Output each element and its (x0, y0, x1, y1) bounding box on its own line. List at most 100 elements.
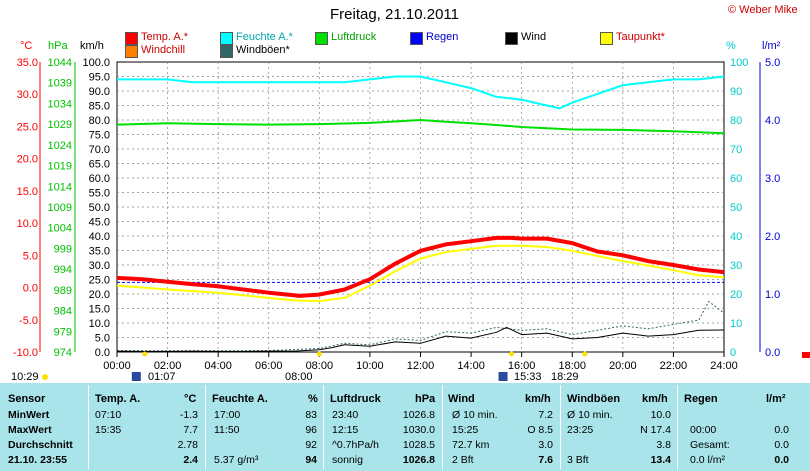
stats-cell-gust-v: 10.0 (650, 409, 671, 421)
wind-tick-label: 50.0 (89, 202, 110, 214)
stats-cell-wind-v: O 8.5 (527, 424, 553, 436)
wind-tick-label: 35.0 (89, 246, 110, 258)
marker-max-temp-time: 15:33 (514, 371, 542, 383)
stats-cell-gust-v: 3.8 (656, 439, 671, 451)
stats-header-humidity: Feuchte A. (212, 393, 268, 405)
stats-header-rain: Regen (684, 393, 718, 405)
x-tick-label: 02:00 (154, 360, 182, 372)
legend-label: Windböen* (236, 44, 290, 56)
wind-tick-label: 55.0 (89, 188, 110, 200)
wind-tick-label: 40.0 (89, 231, 110, 243)
stats-cell-temp-t: 15:35 (95, 424, 122, 436)
wind-tick-label: 80.0 (89, 115, 110, 127)
pressure-tick-label: 1029 (48, 119, 72, 131)
humidity-tick-label: 70 (730, 144, 742, 156)
stats-cell-rain-t: 0.0 l/m² (690, 454, 726, 466)
weather-chart: 00:00 02:00 04:00 06:00 08:00 10:00 12:00 14:00… (13, 57, 810, 381)
stats-header-temp: Temp. A. (95, 393, 141, 405)
stats-cell-wind-t: 72.7 km (452, 439, 490, 451)
legend-label: Feuchte A.* (236, 31, 293, 43)
legend-label: Regen (426, 31, 459, 43)
stats-header-sensor: Sensor (8, 393, 46, 405)
x-tick-label: 22:00 (660, 360, 688, 372)
temp-unit-label: °C (20, 40, 33, 52)
series-feuchtea (117, 75, 725, 110)
stats-header-gust: Windböen (567, 393, 621, 405)
pressure-tick-label: 989 (54, 285, 72, 297)
legend-label: Taupunkt* (616, 31, 665, 43)
legend-swatch (600, 32, 613, 45)
stats-cell-press-v: 1026.8 (402, 409, 435, 421)
stats-cell-temp-t: 07:10 (95, 409, 122, 421)
rain-tick-label: 4.0 (765, 115, 780, 127)
rain-tick-label: 2.0 (765, 231, 780, 243)
rain-unit-label: l/m² (762, 40, 781, 52)
humidity-tick-label: 0 (730, 347, 736, 359)
pressure-tick-label: 1034 (48, 98, 72, 110)
stats-cell-wind-v: 7.2 (538, 409, 553, 421)
series-windben (116, 301, 725, 352)
stats-panel: Sensor Temp. A. °C Feuchte A. % Luftdruc… (0, 383, 810, 471)
event-marker (582, 351, 588, 357)
stats-cell-gust-v: N 17.4 (640, 424, 671, 436)
humidity-unit-label: % (726, 40, 736, 52)
x-tick-label: 24:00 (710, 360, 738, 372)
legend-swatch (125, 45, 138, 58)
temp-tick-label: -5.0 (19, 315, 38, 327)
stats-cell-label: MaxWert (8, 424, 52, 436)
pressure-tick-label: 994 (54, 264, 72, 276)
legend-label: Windchill (141, 44, 186, 56)
wind-tick-label: 65.0 (89, 159, 110, 171)
marker-min-temp-time: 01:07 (148, 371, 176, 383)
series-luftdruck (116, 119, 725, 135)
event-marker (142, 351, 148, 357)
stats-cell-gust-v: 13.4 (650, 454, 671, 466)
stats-header-wind-unit: km/h (525, 393, 551, 405)
marker-left-time: 10:29 (11, 371, 39, 383)
wind-tick-label: 70.0 (89, 144, 110, 156)
edge-marker (802, 352, 810, 358)
x-tick-label: 16:00 (508, 360, 536, 372)
stats-cell-rain-v: 0.0 (774, 439, 789, 451)
marker-dew-time: 08:00 (285, 371, 313, 383)
x-tick-label: 04:00 (204, 360, 232, 372)
wind-tick-label: 10.0 (89, 318, 110, 330)
stats-cell-press-t: 12:15 (332, 424, 359, 436)
temp-tick-label: 20.0 (17, 154, 38, 166)
pressure-tick-label: 1009 (48, 202, 72, 214)
wind-tick-label: 85.0 (89, 101, 110, 113)
stats-header-gust-unit: km/h (642, 393, 668, 405)
legend-label: Luftdruck (331, 31, 377, 43)
stats-cell-temp-v: 7.7 (183, 424, 198, 436)
stats-header-pressure: Luftdruck (330, 393, 381, 405)
wind-tick-label: 15.0 (89, 304, 110, 316)
stats-cell-hum-v: 92 (305, 439, 317, 451)
wind-tick-label: 45.0 (89, 217, 110, 229)
stats-cell-hum-t: 17:00 (214, 409, 241, 421)
stats-cell-wind-v: 3.0 (538, 439, 553, 451)
pressure-tick-label: 1019 (48, 161, 72, 173)
stats-cell-hum-v: 96 (305, 424, 317, 436)
pressure-tick-label: 1014 (48, 181, 72, 193)
x-tick-label: 18:00 (558, 360, 586, 372)
stats-header-humidity-unit: % (308, 393, 318, 405)
wind-tick-label: 0.0 (95, 347, 110, 359)
legend-swatch (125, 32, 138, 45)
series-wind (116, 326, 725, 352)
stats-cell-label: 21.10. 23:55 (8, 454, 67, 466)
pressure-tick-label: 1004 (48, 223, 72, 235)
stats-cell-wind-t: 2 Bft (452, 454, 474, 466)
humidity-tick-label: 30 (730, 260, 742, 272)
stats-cell-press-t: 23:40 (332, 409, 359, 421)
wind-tick-label: 90.0 (89, 86, 110, 98)
humidity-tick-label: 40 (730, 231, 742, 243)
stats-cell-press-t: ^0.7hPa/h (332, 439, 379, 451)
stats-cell-gust-t: 3 Bft (567, 454, 589, 466)
rain-tick-label: 3.0 (765, 173, 780, 185)
stats-header-pressure-unit: hPa (415, 393, 436, 405)
legend-swatch (505, 32, 518, 45)
wind-tick-label: 75.0 (89, 130, 110, 142)
humidity-tick-label: 100 (730, 57, 748, 69)
stats-cell-rain-v: 0.0 (774, 454, 789, 466)
wind-tick-label: 95.0 (89, 72, 110, 84)
